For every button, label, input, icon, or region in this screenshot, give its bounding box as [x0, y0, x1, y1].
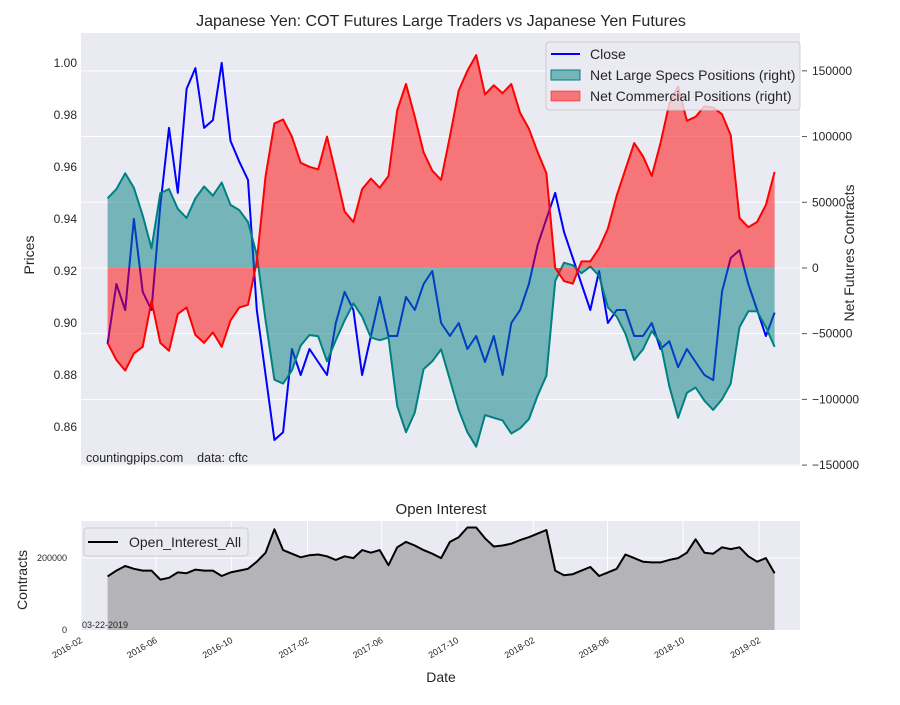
right-axis-label: Net Futures Contracts	[841, 185, 857, 322]
oi-x-tick-label: 2018-06	[577, 635, 611, 660]
legend: Close Net Large Specs Positions (right) …	[545, 41, 801, 111]
chart-title: Japanese Yen: COT Futures Large Traders …	[196, 13, 686, 30]
commercial-series	[106, 54, 776, 372]
left-tick-label: 0.90	[54, 316, 78, 330]
right-tick-label: 0	[812, 261, 819, 275]
legend-label-close: Close	[590, 46, 626, 62]
oi-x-tick-label: 2017-10	[427, 635, 461, 660]
right-tick-label: 100000	[812, 130, 852, 144]
left-axis-ticks: 0.86 0.88 0.90 0.92 0.94 0.96 0.98 1.00	[54, 56, 78, 434]
left-tick-label: 0.98	[54, 108, 78, 122]
oi-x-tick-label: 2017-02	[277, 635, 311, 660]
legend-box	[545, 41, 801, 111]
oi-legend-label: Open_Interest_All	[129, 534, 241, 550]
left-axis-label: Prices	[21, 236, 37, 275]
oi-chart-title: Open Interest	[396, 501, 488, 518]
oi-legend: Open_Interest_All	[83, 527, 249, 557]
left-tick-label: 0.88	[54, 368, 78, 382]
right-tick-label: −100000	[812, 392, 859, 406]
specs-series	[106, 172, 776, 448]
legend-label-commercial: Net Commercial Positions (right)	[590, 88, 792, 104]
left-tick-label: 0.86	[54, 420, 78, 434]
oi-x-tick-label: 2016-02	[50, 635, 84, 660]
left-tick-label: 0.96	[54, 160, 78, 174]
oi-x-tick-label: 2018-10	[652, 635, 686, 660]
oi-x-axis-ticks: 2016-02 2016-06 2016-10 2017-02 2017-06 2017-…	[50, 635, 762, 660]
oi-x-tick-label: 2019-02	[729, 635, 763, 660]
oi-x-tick-label: 2017-06	[351, 635, 385, 660]
oi-y-tick-label: 200000	[37, 553, 67, 563]
right-tick-label: −150000	[812, 458, 859, 472]
specs-line	[106, 172, 776, 448]
oi-date-note: 03-22-2019	[82, 620, 128, 630]
oi-x-axis-label: Date	[426, 669, 456, 685]
right-axis-ticks: −150000 −100000 −50000 0 50000 100000 150000	[802, 64, 859, 472]
commercial-line	[106, 54, 776, 372]
oi-legend-box	[83, 527, 249, 557]
right-tick-label: 150000	[812, 64, 852, 78]
price-cot-chart: Japanese Yen: COT Futures Large Traders …	[21, 13, 859, 472]
oi-y-axis-label: Contracts	[14, 550, 30, 610]
left-tick-label: 0.94	[54, 212, 78, 226]
commercial-fill	[107, 55, 775, 371]
right-tick-label: −50000	[812, 327, 853, 341]
left-tick-label: 0.92	[54, 264, 78, 278]
oi-x-tick-label: 2018-02	[503, 635, 537, 660]
legend-label-specs: Net Large Specs Positions (right)	[590, 67, 795, 83]
legend-swatch-specs	[550, 69, 581, 81]
oi-fill	[107, 527, 775, 630]
left-tick-label: 1.00	[54, 56, 78, 70]
oi-series	[107, 526, 776, 630]
watermark: countingpips.com data: cftc	[86, 451, 248, 465]
oi-y-tick-label: 0	[62, 625, 67, 635]
oi-y-axis-ticks: 0 200000	[37, 553, 67, 635]
legend-swatch-commercial	[550, 90, 581, 102]
oi-line	[107, 526, 776, 581]
oi-x-tick-label: 2016-06	[125, 635, 159, 660]
oi-x-tick-label: 2016-10	[201, 635, 235, 660]
right-tick-label: 50000	[812, 195, 846, 209]
